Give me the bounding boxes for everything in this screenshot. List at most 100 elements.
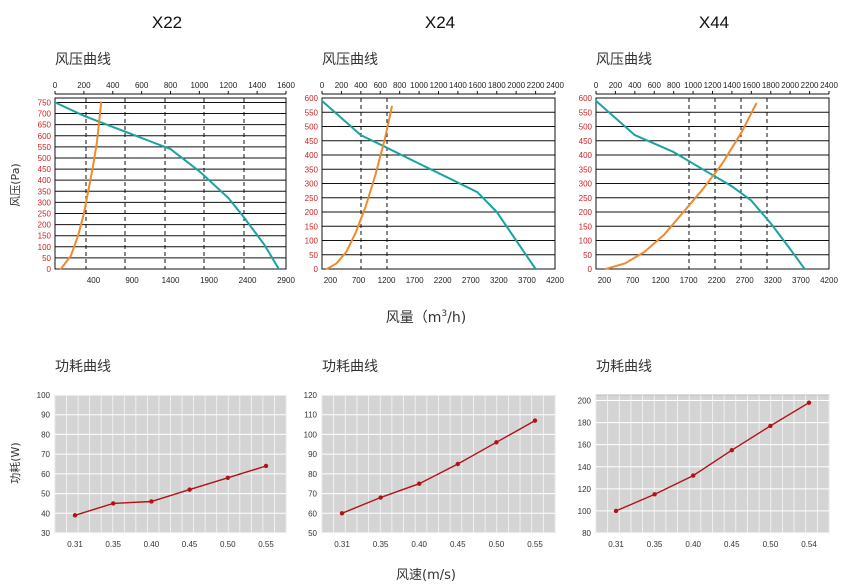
- pressure-y-tick-label: 450: [579, 137, 593, 146]
- power-point: [806, 400, 812, 405]
- power-y-tick-label: 90: [308, 450, 317, 459]
- pressure-top-tick-label: 1200: [219, 81, 237, 90]
- pressure-y-tick-label: 600: [579, 94, 593, 103]
- pressure-top-tick-label: 600: [374, 81, 388, 90]
- pressure-section-title-x22: 风压曲线: [55, 52, 111, 68]
- pressure-top-tick-label: 2200: [527, 81, 545, 90]
- power-y-tick-label: 60: [308, 509, 317, 518]
- power-x-tick-label: 0.55: [258, 540, 274, 549]
- power-section-title-x24: 功耗曲线: [322, 359, 378, 375]
- pressure-bottom-tick-label: 1200: [378, 276, 396, 285]
- power-y-tick-label: 140: [578, 463, 592, 472]
- power-point: [768, 423, 773, 429]
- pressure-y-tick-label: 300: [579, 180, 593, 189]
- pressure-y-tick-label: 450: [305, 137, 319, 146]
- pressure-y-tick-label: 300: [38, 198, 52, 207]
- pressure-top-tick-label: 1800: [762, 81, 780, 90]
- power-y-tick-label: 80: [41, 430, 50, 439]
- pressure-bottom-tick-label: 2700: [462, 276, 480, 285]
- power-chart-x44: 80 100 120 140 160 180 200 0.31 0.35 0.40 0.45 0.50…: [578, 394, 830, 549]
- pressure-frame: [595, 97, 830, 270]
- power-y-tick-label: 80: [582, 529, 591, 538]
- pressure-top-tick-label: 400: [628, 81, 642, 90]
- pressure-bottom-tick-label: 3700: [792, 276, 810, 285]
- power-y-tick-label: 100: [37, 391, 51, 400]
- power-section-title-x22: 功耗曲线: [55, 359, 111, 375]
- pressure-y-tick-label: 250: [305, 194, 319, 203]
- power-point: [691, 473, 696, 478]
- pressure-top-tick-label: 0: [320, 81, 325, 90]
- power-y-tick-label: 110: [304, 411, 317, 420]
- pressure-bottom-tick-label: 1400: [162, 276, 180, 285]
- power-x-tick-label: 0.35: [105, 540, 121, 549]
- power-x-tick-label: 0.54: [801, 540, 817, 549]
- pressure-top-tick-label: 1000: [684, 81, 702, 90]
- pressure-top-tick-label: 1400: [723, 81, 741, 90]
- model-title-x24: X24: [425, 13, 455, 32]
- power-x-tick-label: 0.35: [373, 540, 389, 549]
- pressure-top-tick-label: 2000: [507, 81, 525, 90]
- pressure-chart-x22: 0 50 100 150 200 250 300 350 400 450 500 550 600 650 7…: [38, 81, 296, 285]
- pressure-top-tick-label: 400: [354, 81, 368, 90]
- pressure-bottom-tick-label: 2900: [277, 276, 295, 285]
- pressure-y-tick-label: 250: [579, 194, 593, 203]
- pressure-top-tick-label: 200: [335, 81, 349, 90]
- power-point: [187, 487, 192, 492]
- power-y-tick-label: 160: [578, 441, 592, 450]
- power-y-axis-label: 功耗(W): [9, 442, 22, 483]
- power-point: [494, 440, 499, 445]
- fan-pressure-curve: [595, 99, 806, 270]
- power-point: [111, 501, 116, 506]
- power-y-tick-label: 80: [308, 470, 317, 479]
- power-chart-x22: 30 40 50 60 70 80 90 100 0.31 0.35 0.40 0.45 0.50 0.5…: [37, 391, 287, 549]
- power-point: [652, 492, 657, 497]
- pressure-top-tick-label: 1000: [410, 81, 428, 90]
- pressure-top-tick-label: 1200: [430, 81, 448, 90]
- pressure-top-tick-label: 0: [594, 81, 599, 90]
- power-x-tick-label: 0.50: [220, 540, 236, 549]
- pressure-y-tick-label: 500: [305, 123, 319, 132]
- power-point: [532, 418, 538, 423]
- pressure-top-tick-label: 1600: [468, 81, 486, 90]
- power-y-tick-label: 70: [308, 490, 317, 499]
- pressure-bottom-tick-label: 3200: [490, 276, 508, 285]
- pressure-y-tick-label: 400: [38, 176, 52, 185]
- power-y-tick-label: 30: [41, 529, 50, 538]
- pressure-y-tick-label: 450: [38, 165, 52, 174]
- pressure-y-tick-label: 500: [38, 154, 52, 163]
- power-point: [417, 481, 422, 486]
- pressure-top-tick-label: 200: [609, 81, 623, 90]
- pressure-y-tick-label: 200: [38, 221, 52, 230]
- power-x-tick-label: 0.31: [608, 540, 624, 549]
- pressure-frame: [321, 97, 556, 270]
- pressure-top-tick-label: 1000: [190, 81, 208, 90]
- pressure-bottom-tick-label: 3700: [518, 276, 536, 285]
- power-y-tick-label: 50: [41, 490, 50, 499]
- pressure-y-tick-label: 0: [47, 265, 52, 274]
- pressure-y-tick-label: 0: [314, 265, 319, 274]
- pressure-y-tick-label: 600: [38, 132, 52, 141]
- pressure-bottom-tick-label: 4200: [820, 276, 838, 285]
- power-point: [263, 463, 269, 469]
- power-y-tick-label: 100: [304, 430, 318, 439]
- power-x-tick-label: 0.45: [182, 540, 198, 549]
- pressure-top-tick-label: 600: [648, 81, 662, 90]
- system-resistance-curve: [59, 101, 103, 270]
- pressure-y-tick-label: 100: [305, 237, 319, 246]
- pressure-x-axis-label-sup: 3: [441, 309, 447, 319]
- power-section-title-x44: 功耗曲线: [596, 359, 652, 375]
- pressure-y-tick-label: 200: [579, 208, 593, 217]
- pressure-top-tick-label: 1800: [488, 81, 506, 90]
- pressure-bottom-tick-label: 700: [352, 276, 366, 285]
- power-chart-x24: 50 60 70 80 90 100 110 120 0.31 0.35 0.40 0.45 0.50 0…: [304, 391, 556, 549]
- power-x-tick-label: 0.45: [450, 540, 466, 549]
- pressure-y-axis-label: 风压(Pa): [9, 163, 22, 206]
- pressure-top-tick-label: 0: [53, 81, 58, 90]
- system-resistance-curve: [325, 105, 393, 270]
- power-point: [729, 448, 734, 453]
- pressure-y-tick-label: 50: [309, 251, 318, 260]
- pressure-y-tick-label: 750: [38, 98, 52, 107]
- pressure-bottom-tick-label: 700: [626, 276, 640, 285]
- pressure-top-tick-label: 1200: [704, 81, 722, 90]
- pressure-bottom-tick-label: 2200: [434, 276, 452, 285]
